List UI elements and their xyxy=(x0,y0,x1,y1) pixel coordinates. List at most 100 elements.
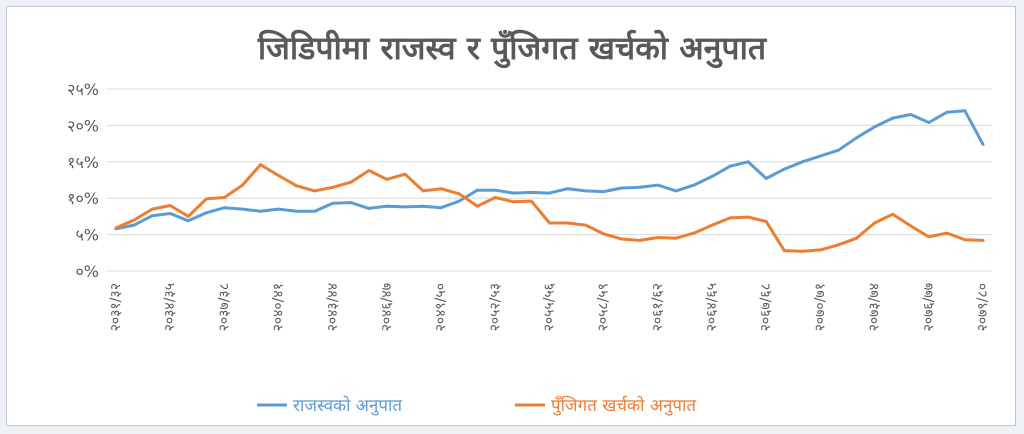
chart-frame: जिडिपीमा राजस्व र पुँजिगत खर्चको अनुपात … xyxy=(6,6,1016,426)
data-point xyxy=(475,204,479,208)
data-point xyxy=(132,218,136,222)
data-point xyxy=(313,189,317,193)
x-tick-label: २०७९/८० xyxy=(975,283,991,331)
y-tick-label: ०% xyxy=(75,262,99,281)
data-point xyxy=(764,177,768,180)
data-point xyxy=(222,196,226,199)
data-point xyxy=(656,183,660,187)
data-point xyxy=(186,219,190,223)
data-point xyxy=(186,215,190,218)
data-point xyxy=(873,221,877,225)
data-point xyxy=(837,148,840,152)
y-tick-label: १५% xyxy=(67,153,99,172)
x-tick-label: २०७०/७१ xyxy=(812,283,828,331)
x-tick-label: २०५८/५९ xyxy=(596,283,612,331)
legend-label: पुँजिगत खर्चको अनुपात xyxy=(551,395,696,416)
data-point xyxy=(114,226,118,230)
data-point xyxy=(530,199,533,203)
data-point xyxy=(259,209,262,213)
x-tick-label: २०६७/६८ xyxy=(758,283,774,331)
data-point xyxy=(475,188,479,192)
data-point xyxy=(873,125,877,129)
data-point xyxy=(584,223,588,227)
data-point xyxy=(204,197,208,201)
data-point xyxy=(674,189,678,193)
x-tick-label: २०५५/५६ xyxy=(542,283,558,331)
series-line-0 xyxy=(114,109,985,231)
y-tick-label: ५% xyxy=(75,226,99,245)
data-point xyxy=(800,160,804,164)
data-point xyxy=(945,110,949,114)
data-point xyxy=(331,185,335,189)
data-point xyxy=(530,190,533,194)
legend-label: राजस्वको अनुपात xyxy=(293,395,402,416)
data-point xyxy=(277,174,280,178)
data-point xyxy=(746,160,750,164)
data-point xyxy=(638,239,642,242)
data-point xyxy=(891,116,895,120)
data-point xyxy=(277,207,280,211)
data-point xyxy=(349,180,353,184)
y-tick-label: १०% xyxy=(67,189,99,208)
y-tick-label: २५% xyxy=(67,80,99,99)
data-point xyxy=(909,113,913,116)
data-point xyxy=(656,236,660,239)
x-tick-label: २०४९/५० xyxy=(433,283,449,331)
line-chart: जिडिपीमा राजस्व र पुँजिगत खर्चको अनुपात … xyxy=(67,29,992,416)
data-point xyxy=(710,223,714,227)
chart-title: जिडिपीमा राजस्व र पुँजिगत खर्चको अनुपात xyxy=(257,29,768,69)
x-tick-label: २०७३/७४ xyxy=(867,283,883,331)
data-point xyxy=(927,121,931,124)
y-tick-label: २०% xyxy=(67,116,99,135)
data-point xyxy=(602,190,606,194)
data-point xyxy=(511,200,515,204)
data-point xyxy=(168,204,172,207)
data-point xyxy=(855,136,858,140)
data-point xyxy=(692,183,696,187)
data-point xyxy=(909,224,913,228)
x-tick-label: २०४०/४१ xyxy=(271,283,287,331)
data-point xyxy=(295,209,299,213)
data-point xyxy=(981,142,985,146)
x-tick-label: २०७६/७७ xyxy=(921,283,937,331)
series-lines xyxy=(114,109,985,253)
data-point xyxy=(403,205,407,209)
legend: राजस्वको अनुपात पुँजिगत खर्चको अनुपात xyxy=(257,395,696,416)
x-tick-label: २०३४/३५ xyxy=(162,283,178,331)
data-point xyxy=(457,192,461,196)
data-point xyxy=(385,177,389,181)
x-tick-label: २०६१/६२ xyxy=(650,283,666,331)
data-point xyxy=(421,204,425,208)
data-point xyxy=(837,243,840,247)
data-point xyxy=(439,187,443,191)
data-point xyxy=(981,239,985,242)
data-point xyxy=(782,167,786,171)
x-tick-label: २०३७/३८ xyxy=(216,283,232,331)
data-point xyxy=(349,201,353,204)
data-point xyxy=(746,215,750,219)
data-point xyxy=(963,238,967,242)
data-point xyxy=(421,189,425,193)
data-point xyxy=(638,185,642,189)
data-point xyxy=(584,189,588,193)
data-point xyxy=(819,248,822,252)
data-point xyxy=(548,221,551,225)
x-tick-label: २०५२/५३ xyxy=(487,283,503,331)
data-point xyxy=(403,172,407,176)
data-point xyxy=(259,163,262,167)
data-point xyxy=(692,231,696,235)
x-tick-label: २०६४/६५ xyxy=(704,283,720,331)
data-point xyxy=(385,204,389,208)
data-point xyxy=(819,154,822,158)
data-point xyxy=(331,201,335,205)
data-point xyxy=(132,223,136,227)
data-point xyxy=(150,207,154,211)
data-point xyxy=(439,206,443,210)
data-point xyxy=(782,249,786,253)
data-point xyxy=(728,164,732,168)
data-point xyxy=(764,220,768,223)
x-tick-label: २०४३/४४ xyxy=(325,283,341,331)
data-point xyxy=(150,214,154,218)
data-point xyxy=(891,212,895,216)
data-point xyxy=(457,199,461,203)
